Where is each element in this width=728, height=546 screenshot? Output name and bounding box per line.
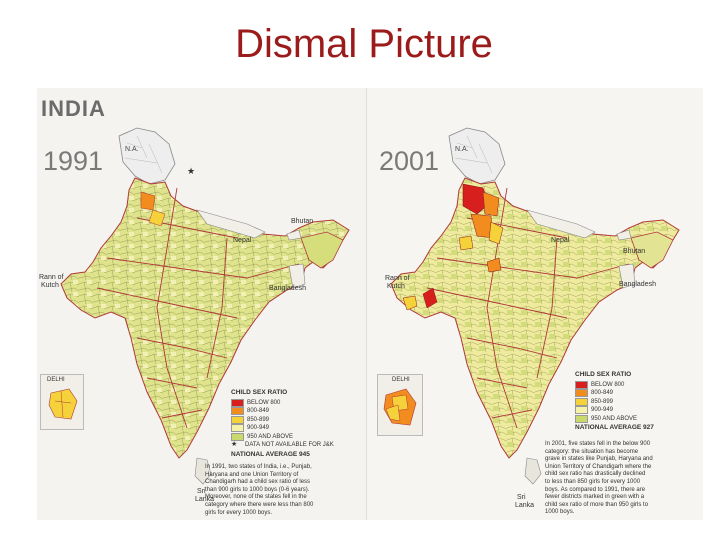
svg-text:★: ★: [187, 167, 195, 177]
country-title: INDIA: [41, 96, 106, 121]
bhutan-label: Bhutan: [291, 218, 314, 225]
slide-title: Dismal Picture: [235, 22, 493, 66]
national-average: NATIONAL AVERAGE 927: [575, 424, 654, 431]
legend-title: CHILD SEX RATIO: [231, 389, 288, 396]
swatch-icon: [231, 398, 244, 407]
year-label-2001: 2001: [379, 146, 440, 176]
india-map-2001: [390, 127, 680, 485]
swatch-icon: [575, 397, 588, 406]
note-2001: In 2001, five states fell in the below 9…: [545, 441, 653, 516]
swatch-icon: [575, 414, 588, 423]
legend-item: BELOW 800: [575, 380, 695, 390]
legend-1991: CHILD SEX RATIO BELOW 800 800-849 850-89…: [231, 389, 351, 459]
jk-region: [448, 127, 506, 185]
swatch-icon: [575, 406, 588, 415]
delhi-map-icon: [383, 388, 417, 426]
kutch-label: Kutch: [41, 282, 59, 289]
nepal-label: Nepal: [233, 237, 252, 244]
legend-item-na: ★ DATA NOT AVAILABLE FOR J&K: [231, 441, 334, 448]
kutch-label: Kutch: [387, 283, 405, 290]
legend-item: 850-899: [231, 415, 351, 425]
legend-item: 950 AND ABOVE: [575, 414, 695, 424]
legend-item: BELOW 800: [231, 398, 351, 408]
swatch-icon: [575, 380, 588, 389]
jk-region: [118, 127, 176, 185]
sri-lanka-2001: [524, 457, 542, 485]
nepal-label: Nepal: [551, 237, 570, 244]
legend-item: 950 AND ABOVE: [231, 432, 351, 442]
legend-2001: CHILD SEX RATIO BELOW 800 800-849 850-89…: [575, 371, 695, 433]
swatch-icon: [231, 432, 244, 441]
swatch-icon: [231, 407, 244, 416]
legend-item: 800-849: [231, 407, 351, 416]
india-map-1991: ★: [60, 127, 350, 485]
delhi-label: DELHI: [47, 377, 65, 383]
note-1991: In 1991, two states of India, i.e., Punj…: [205, 464, 314, 516]
map-panel-2001: 2001 N.A. Nepal Bhutan Rann of Kutch Ban…: [367, 88, 703, 520]
lanka-label: Lanka: [515, 502, 535, 509]
legend-item: 900-949: [575, 406, 695, 415]
bangladesh-label: Bangladesh: [619, 281, 656, 288]
national-average: NATIONAL AVERAGE 945: [231, 450, 310, 458]
rann-label: Rann of: [385, 275, 410, 282]
lanka-label: Lanka: [195, 496, 215, 503]
na-label: N.A.: [125, 146, 139, 153]
legend-item: 900-949: [231, 424, 351, 433]
sri-label: Sri: [517, 494, 526, 501]
delhi-inset-2001: DELHI: [377, 374, 423, 436]
star-icon: ★: [231, 441, 238, 448]
delhi-map-icon: [48, 388, 78, 420]
swatch-icon: [231, 424, 244, 433]
legend-title: CHILD SEX RATIO: [575, 371, 632, 378]
year-label-1991: 1991: [43, 146, 104, 176]
rann-label: Rann of: [39, 274, 64, 281]
swatch-icon: [575, 389, 588, 398]
bangladesh-label: Bangladesh: [269, 285, 306, 292]
delhi-label: DELHI: [392, 377, 410, 383]
sri-lanka-1991: [194, 457, 212, 485]
na-label: N.A.: [455, 146, 469, 153]
delhi-inset-1991: DELHI: [40, 374, 84, 430]
legend-item: 850-899: [575, 397, 695, 407]
bhutan-label: Bhutan: [623, 248, 646, 255]
sri-label: Sri: [197, 488, 206, 495]
map-panel-1991: ★ INDIA 1991 N.A. Nepal Bhutan Rann of K…: [37, 88, 367, 520]
legend-item: 800-849: [575, 389, 695, 398]
swatch-icon: [231, 415, 244, 424]
